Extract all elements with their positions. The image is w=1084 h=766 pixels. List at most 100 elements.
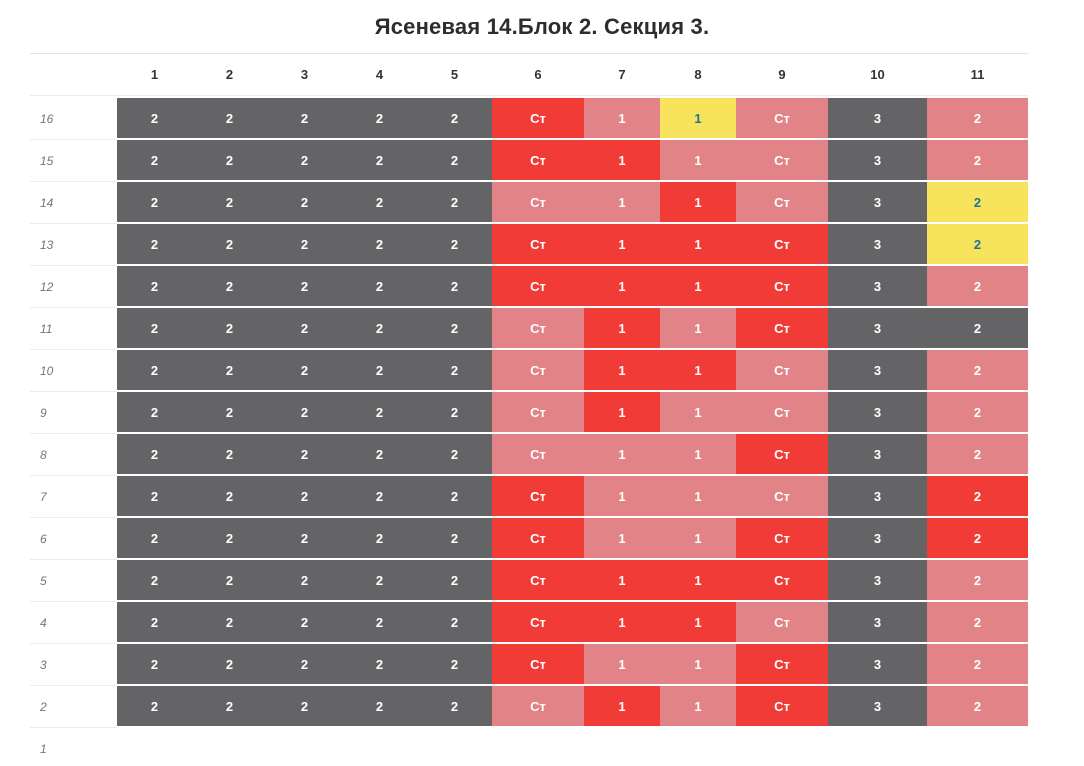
unit-cell-floor5-col8[interactable]: 1 (660, 560, 736, 602)
unit-cell-floor11-col11[interactable]: 2 (927, 308, 1028, 350)
unit-cell-floor12-col4[interactable]: 2 (342, 266, 417, 308)
unit-cell-floor16-col9[interactable]: Ст (736, 98, 828, 140)
unit-cell-floor2-col7[interactable]: 1 (584, 686, 660, 728)
unit-cell-floor3-col3[interactable]: 2 (267, 644, 342, 686)
unit-cell-floor2-col1[interactable]: 2 (117, 686, 192, 728)
unit-cell-floor3-col5[interactable]: 2 (417, 644, 492, 686)
unit-cell-floor13-col3[interactable]: 2 (267, 224, 342, 266)
unit-cell-floor7-col2[interactable]: 2 (192, 476, 267, 518)
unit-cell-floor10-col9[interactable]: Ст (736, 350, 828, 392)
unit-cell-floor11-col2[interactable]: 2 (192, 308, 267, 350)
unit-cell-floor2-col8[interactable]: 1 (660, 686, 736, 728)
unit-cell-floor6-col8[interactable]: 1 (660, 518, 736, 560)
unit-cell-floor10-col3[interactable]: 2 (267, 350, 342, 392)
unit-cell-floor14-col1[interactable]: 2 (117, 182, 192, 224)
unit-cell-floor14-col7[interactable]: 1 (584, 182, 660, 224)
unit-cell-floor10-col8[interactable]: 1 (660, 350, 736, 392)
unit-cell-floor4-col6[interactable]: Ст (492, 602, 584, 644)
unit-cell-floor2-col2[interactable]: 2 (192, 686, 267, 728)
unit-cell-floor12-col2[interactable]: 2 (192, 266, 267, 308)
unit-cell-floor3-col2[interactable]: 2 (192, 644, 267, 686)
unit-cell-floor4-col1[interactable]: 2 (117, 602, 192, 644)
unit-cell-floor14-col9[interactable]: Ст (736, 182, 828, 224)
unit-cell-floor16-col4[interactable]: 2 (342, 98, 417, 140)
unit-cell-floor4-col3[interactable]: 2 (267, 602, 342, 644)
unit-cell-floor6-col1[interactable]: 2 (117, 518, 192, 560)
unit-cell-floor12-col10[interactable]: 3 (828, 266, 927, 308)
unit-cell-floor7-col10[interactable]: 3 (828, 476, 927, 518)
unit-cell-floor7-col5[interactable]: 2 (417, 476, 492, 518)
unit-cell-floor16-col10[interactable]: 3 (828, 98, 927, 140)
unit-cell-floor13-col8[interactable]: 1 (660, 224, 736, 266)
unit-cell-floor3-col11[interactable]: 2 (927, 644, 1028, 686)
unit-cell-floor2-col3[interactable]: 2 (267, 686, 342, 728)
unit-cell-floor16-col5[interactable]: 2 (417, 98, 492, 140)
unit-cell-floor9-col2[interactable]: 2 (192, 392, 267, 434)
unit-cell-floor15-col5[interactable]: 2 (417, 140, 492, 182)
unit-cell-floor9-col8[interactable]: 1 (660, 392, 736, 434)
unit-cell-floor10-col2[interactable]: 2 (192, 350, 267, 392)
unit-cell-floor3-col6[interactable]: Ст (492, 644, 584, 686)
unit-cell-floor16-col6[interactable]: Ст (492, 98, 584, 140)
unit-cell-floor4-col5[interactable]: 2 (417, 602, 492, 644)
unit-cell-floor7-col7[interactable]: 1 (584, 476, 660, 518)
unit-cell-floor16-col2[interactable]: 2 (192, 98, 267, 140)
unit-cell-floor6-col5[interactable]: 2 (417, 518, 492, 560)
unit-cell-floor6-col2[interactable]: 2 (192, 518, 267, 560)
unit-cell-floor11-col6[interactable]: Ст (492, 308, 584, 350)
unit-cell-floor14-col3[interactable]: 2 (267, 182, 342, 224)
unit-cell-floor14-col5[interactable]: 2 (417, 182, 492, 224)
unit-cell-floor8-col7[interactable]: 1 (584, 434, 660, 476)
unit-cell-floor10-col5[interactable]: 2 (417, 350, 492, 392)
unit-cell-floor4-col4[interactable]: 2 (342, 602, 417, 644)
unit-cell-floor2-col10[interactable]: 3 (828, 686, 927, 728)
unit-cell-floor11-col9[interactable]: Ст (736, 308, 828, 350)
unit-cell-floor7-col11[interactable]: 2 (927, 476, 1028, 518)
unit-cell-floor13-col7[interactable]: 1 (584, 224, 660, 266)
unit-cell-floor5-col10[interactable]: 3 (828, 560, 927, 602)
unit-cell-floor4-col7[interactable]: 1 (584, 602, 660, 644)
unit-cell-floor12-col9[interactable]: Ст (736, 266, 828, 308)
unit-cell-floor4-col11[interactable]: 2 (927, 602, 1028, 644)
unit-cell-floor12-col11[interactable]: 2 (927, 266, 1028, 308)
unit-cell-floor3-col1[interactable]: 2 (117, 644, 192, 686)
unit-cell-floor11-col10[interactable]: 3 (828, 308, 927, 350)
unit-cell-floor2-col9[interactable]: Ст (736, 686, 828, 728)
unit-cell-floor9-col5[interactable]: 2 (417, 392, 492, 434)
unit-cell-floor10-col10[interactable]: 3 (828, 350, 927, 392)
unit-cell-floor6-col10[interactable]: 3 (828, 518, 927, 560)
unit-cell-floor8-col1[interactable]: 2 (117, 434, 192, 476)
unit-cell-floor13-col10[interactable]: 3 (828, 224, 927, 266)
unit-cell-floor9-col7[interactable]: 1 (584, 392, 660, 434)
unit-cell-floor7-col9[interactable]: Ст (736, 476, 828, 518)
unit-cell-floor6-col7[interactable]: 1 (584, 518, 660, 560)
unit-cell-floor5-col4[interactable]: 2 (342, 560, 417, 602)
unit-cell-floor12-col6[interactable]: Ст (492, 266, 584, 308)
unit-cell-floor15-col2[interactable]: 2 (192, 140, 267, 182)
unit-cell-floor12-col5[interactable]: 2 (417, 266, 492, 308)
unit-cell-floor5-col2[interactable]: 2 (192, 560, 267, 602)
unit-cell-floor9-col11[interactable]: 2 (927, 392, 1028, 434)
unit-cell-floor6-col3[interactable]: 2 (267, 518, 342, 560)
unit-cell-floor2-col4[interactable]: 2 (342, 686, 417, 728)
unit-cell-floor13-col1[interactable]: 2 (117, 224, 192, 266)
unit-cell-floor2-col6[interactable]: Ст (492, 686, 584, 728)
unit-cell-floor4-col2[interactable]: 2 (192, 602, 267, 644)
unit-cell-floor9-col10[interactable]: 3 (828, 392, 927, 434)
unit-cell-floor11-col1[interactable]: 2 (117, 308, 192, 350)
unit-cell-floor14-col8[interactable]: 1 (660, 182, 736, 224)
unit-cell-floor8-col9[interactable]: Ст (736, 434, 828, 476)
unit-cell-floor3-col4[interactable]: 2 (342, 644, 417, 686)
unit-cell-floor5-col11[interactable]: 2 (927, 560, 1028, 602)
unit-cell-floor12-col3[interactable]: 2 (267, 266, 342, 308)
unit-cell-floor12-col7[interactable]: 1 (584, 266, 660, 308)
unit-cell-floor15-col4[interactable]: 2 (342, 140, 417, 182)
unit-cell-floor3-col8[interactable]: 1 (660, 644, 736, 686)
unit-cell-floor9-col9[interactable]: Ст (736, 392, 828, 434)
unit-cell-floor8-col10[interactable]: 3 (828, 434, 927, 476)
unit-cell-floor15-col9[interactable]: Ст (736, 140, 828, 182)
unit-cell-floor7-col6[interactable]: Ст (492, 476, 584, 518)
unit-cell-floor10-col1[interactable]: 2 (117, 350, 192, 392)
unit-cell-floor12-col8[interactable]: 1 (660, 266, 736, 308)
unit-cell-floor4-col10[interactable]: 3 (828, 602, 927, 644)
